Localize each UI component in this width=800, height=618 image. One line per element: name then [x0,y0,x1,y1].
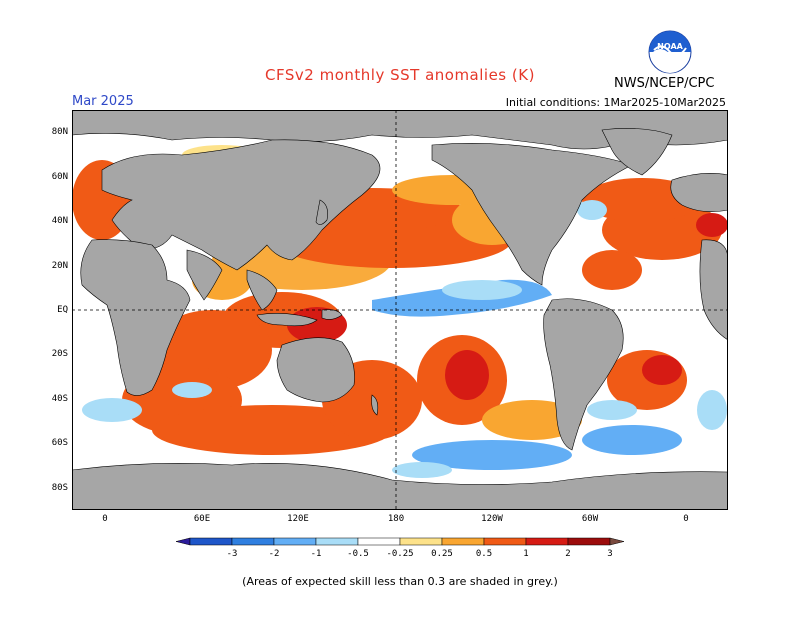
legend-tick-label: -1 [311,549,322,559]
lat-label-20n: 20N [51,261,68,271]
legend-tick-label: 0.5 [476,549,492,559]
lon-label-180: 180 [387,514,405,524]
lon-label-0-east: 0 [683,514,689,524]
legend-tick-label: 1 [523,549,528,559]
legend-tick-label: -2 [269,549,280,559]
lat-label-60s: 60S [51,438,68,448]
noaa-logo-icon: NOAA [648,30,692,74]
initial-conditions-label: Initial conditions: 1Mar2025-10Mar2025 [505,96,726,109]
lon-label-60w: 60W [581,514,599,524]
africa-right-land [699,239,728,341]
lon-label-60e: 60E [193,514,211,524]
legend-swatch [525,537,569,546]
legend-swatch [273,537,317,546]
map-title: CFSv2 monthly SST anomalies (K) [265,66,535,84]
sst-anomaly-map [72,110,728,510]
lat-label-20s: 20S [51,349,68,359]
forecast-month-label: Mar 2025 [72,94,134,109]
north-america-land [431,143,633,286]
legend-tick-label: -3 [227,549,238,559]
europe-right-land [670,173,728,212]
legend-swatch [399,537,443,546]
indonesia-land [256,313,318,327]
skill-footnote: (Areas of expected skill less than 0.3 a… [242,575,558,588]
lat-label-80s: 80S [51,483,68,493]
agency-label: NWS/NCEP/CPC [614,76,715,91]
africa-land [80,239,191,396]
legend-tick-label: 0.25 [431,549,453,559]
lat-label-60n: 60N [51,172,68,182]
logo-text: NOAA [657,42,683,51]
legend-swatch [357,537,401,546]
lon-label-0: 0 [102,514,108,524]
legend-swatch [189,537,233,546]
se-asia-land [246,269,278,311]
legend-swatch [441,537,485,546]
legend-swatch [315,537,359,546]
legend-tick-label: -0.5 [347,549,369,559]
lat-label-80n: 80N [51,127,68,137]
map-frame [72,110,728,510]
legend-tick-label: 2 [565,549,570,559]
eurasia-land [101,139,381,271]
australia-land [276,337,355,403]
legend-tick-label: -0.25 [386,549,413,559]
legend-swatch [567,537,611,546]
antarctica-land [72,463,728,510]
new-zealand-land [371,394,379,416]
lon-label-120w: 120W [481,514,503,524]
land-masses [72,110,728,510]
lat-label-40s: 40S [51,394,68,404]
legend-max-arrow [609,537,625,546]
legend-min-arrow [175,537,191,546]
color-legend: -3 -2 -1 -0.5 -0.25 0.25 0.5 1 2 3 [175,537,625,559]
south-america-land [543,298,624,451]
legend-swatch [483,537,527,546]
lat-label-eq: EQ [57,305,68,315]
lon-label-120e: 120E [287,514,309,524]
legend-swatch [231,537,275,546]
india-land [186,249,223,301]
greenland-land [601,128,673,176]
lat-label-40n: 40N [51,216,68,226]
japan-land [315,199,328,225]
legend-tick-label: 3 [607,549,612,559]
